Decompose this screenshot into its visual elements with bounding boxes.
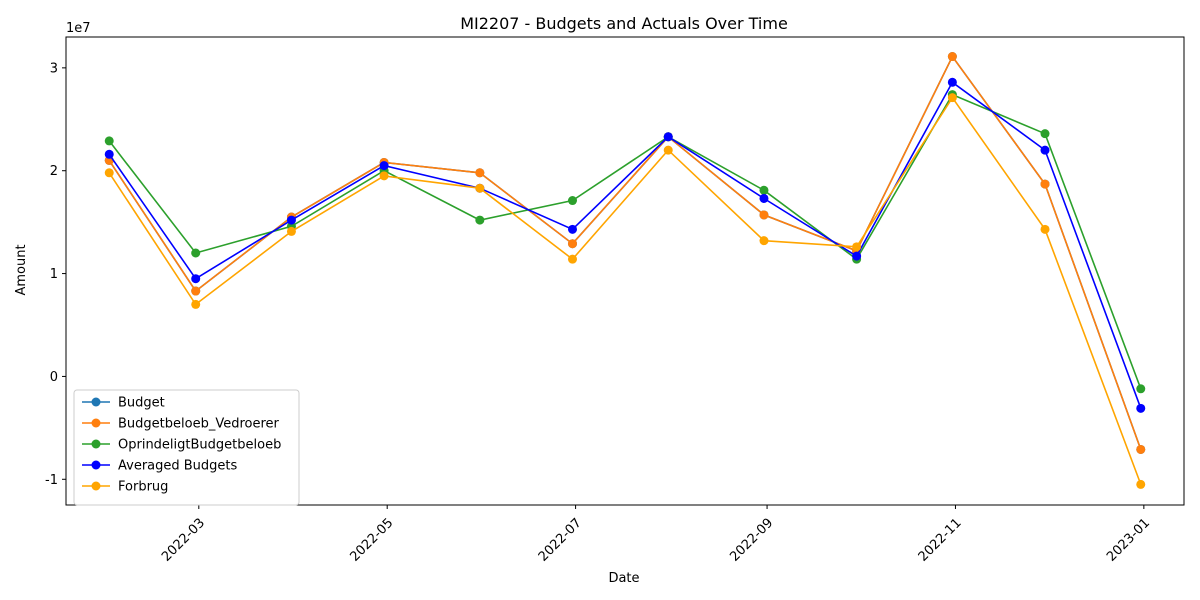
data-point-oprindeligtbudgetbeloeb	[1040, 129, 1050, 139]
data-point-forbrug	[947, 93, 957, 103]
y-tick-label: 0	[50, 370, 58, 385]
data-point-forbrug	[852, 242, 862, 252]
data-point-forbrug	[286, 226, 296, 236]
data-point-averaged-budgets	[947, 77, 957, 87]
data-point-budgetbeloeb-vedroerer	[191, 286, 201, 296]
legend-marker-budget	[91, 397, 101, 407]
data-point-forbrug	[1136, 479, 1146, 489]
data-point-oprindeligtbudgetbeloeb	[759, 185, 769, 195]
data-point-budgetbeloeb-vedroerer	[567, 239, 577, 249]
plot-frame	[65, 36, 1185, 506]
legend-label-averaged-budgets: Averaged Budgets	[118, 459, 238, 474]
legend-label-budgetbeloeb-vedroerer: Budgetbeloeb_Vedroerer	[118, 417, 280, 432]
data-point-averaged-budgets	[1136, 403, 1146, 413]
data-point-oprindeligtbudgetbeloeb	[567, 196, 577, 206]
data-point-budgetbeloeb-vedroerer	[947, 52, 957, 62]
data-point-forbrug	[191, 299, 201, 309]
data-point-forbrug	[1040, 224, 1050, 234]
legend-marker-oprindeligtbudgetbeloeb	[91, 439, 101, 449]
data-point-oprindeligtbudgetbeloeb	[475, 215, 485, 225]
y-scale-label: 1e7	[66, 21, 91, 36]
y-tick-label: 3	[50, 61, 58, 76]
data-point-budgetbeloeb-vedroerer	[759, 210, 769, 220]
legend-label-budget: Budget	[118, 396, 165, 411]
y-tick-label: 1	[50, 267, 58, 282]
data-point-forbrug	[567, 254, 577, 264]
data-point-forbrug	[104, 168, 114, 178]
legend-box	[73, 389, 300, 506]
data-point-oprindeligtbudgetbeloeb	[191, 248, 201, 258]
y-tick-label: 2	[50, 164, 58, 179]
data-point-budgetbeloeb-vedroerer	[1040, 179, 1050, 189]
data-point-forbrug	[475, 183, 485, 193]
series-line-forbrug	[108, 96, 1142, 485]
y-tick-label: -1	[45, 473, 58, 488]
y-axis-label: Amount	[14, 244, 29, 295]
data-point-averaged-budgets	[191, 274, 201, 284]
data-point-averaged-budgets	[663, 132, 673, 142]
data-point-oprindeligtbudgetbeloeb	[1136, 384, 1146, 394]
data-point-forbrug	[759, 236, 769, 246]
data-point-forbrug	[379, 171, 389, 181]
legend-label-oprindeligtbudgetbeloeb: OprindeligtBudgetbeloeb	[118, 438, 281, 453]
legend: Budget Budgetbeloeb_Vedroerer OprindeligtB…	[73, 389, 300, 506]
legend-label-forbrug: Forbrug	[118, 480, 168, 495]
data-point-budgetbeloeb-vedroerer	[1136, 444, 1146, 454]
data-point-averaged-budgets	[759, 193, 769, 203]
data-point-averaged-budgets	[104, 149, 114, 159]
chart-title: MI2207 - Budgets and Actuals Over Time	[460, 14, 788, 33]
data-point-budgetbeloeb-vedroerer	[475, 168, 485, 178]
data-point-averaged-budgets	[1040, 145, 1050, 155]
data-point-forbrug	[663, 145, 673, 155]
data-point-averaged-budgets	[379, 161, 389, 171]
legend-marker-budgetbeloeb-vedroerer	[91, 418, 101, 428]
x-axis-label: Date	[608, 571, 639, 586]
data-point-averaged-budgets	[286, 215, 296, 225]
legend-marker-averaged-budgets	[91, 460, 101, 470]
data-point-averaged-budgets	[567, 224, 577, 234]
legend-marker-forbrug	[91, 481, 101, 491]
data-point-oprindeligtbudgetbeloeb	[104, 136, 114, 146]
data-point-averaged-budgets	[852, 251, 862, 261]
series-line-averaged-budgets	[108, 81, 1142, 409]
